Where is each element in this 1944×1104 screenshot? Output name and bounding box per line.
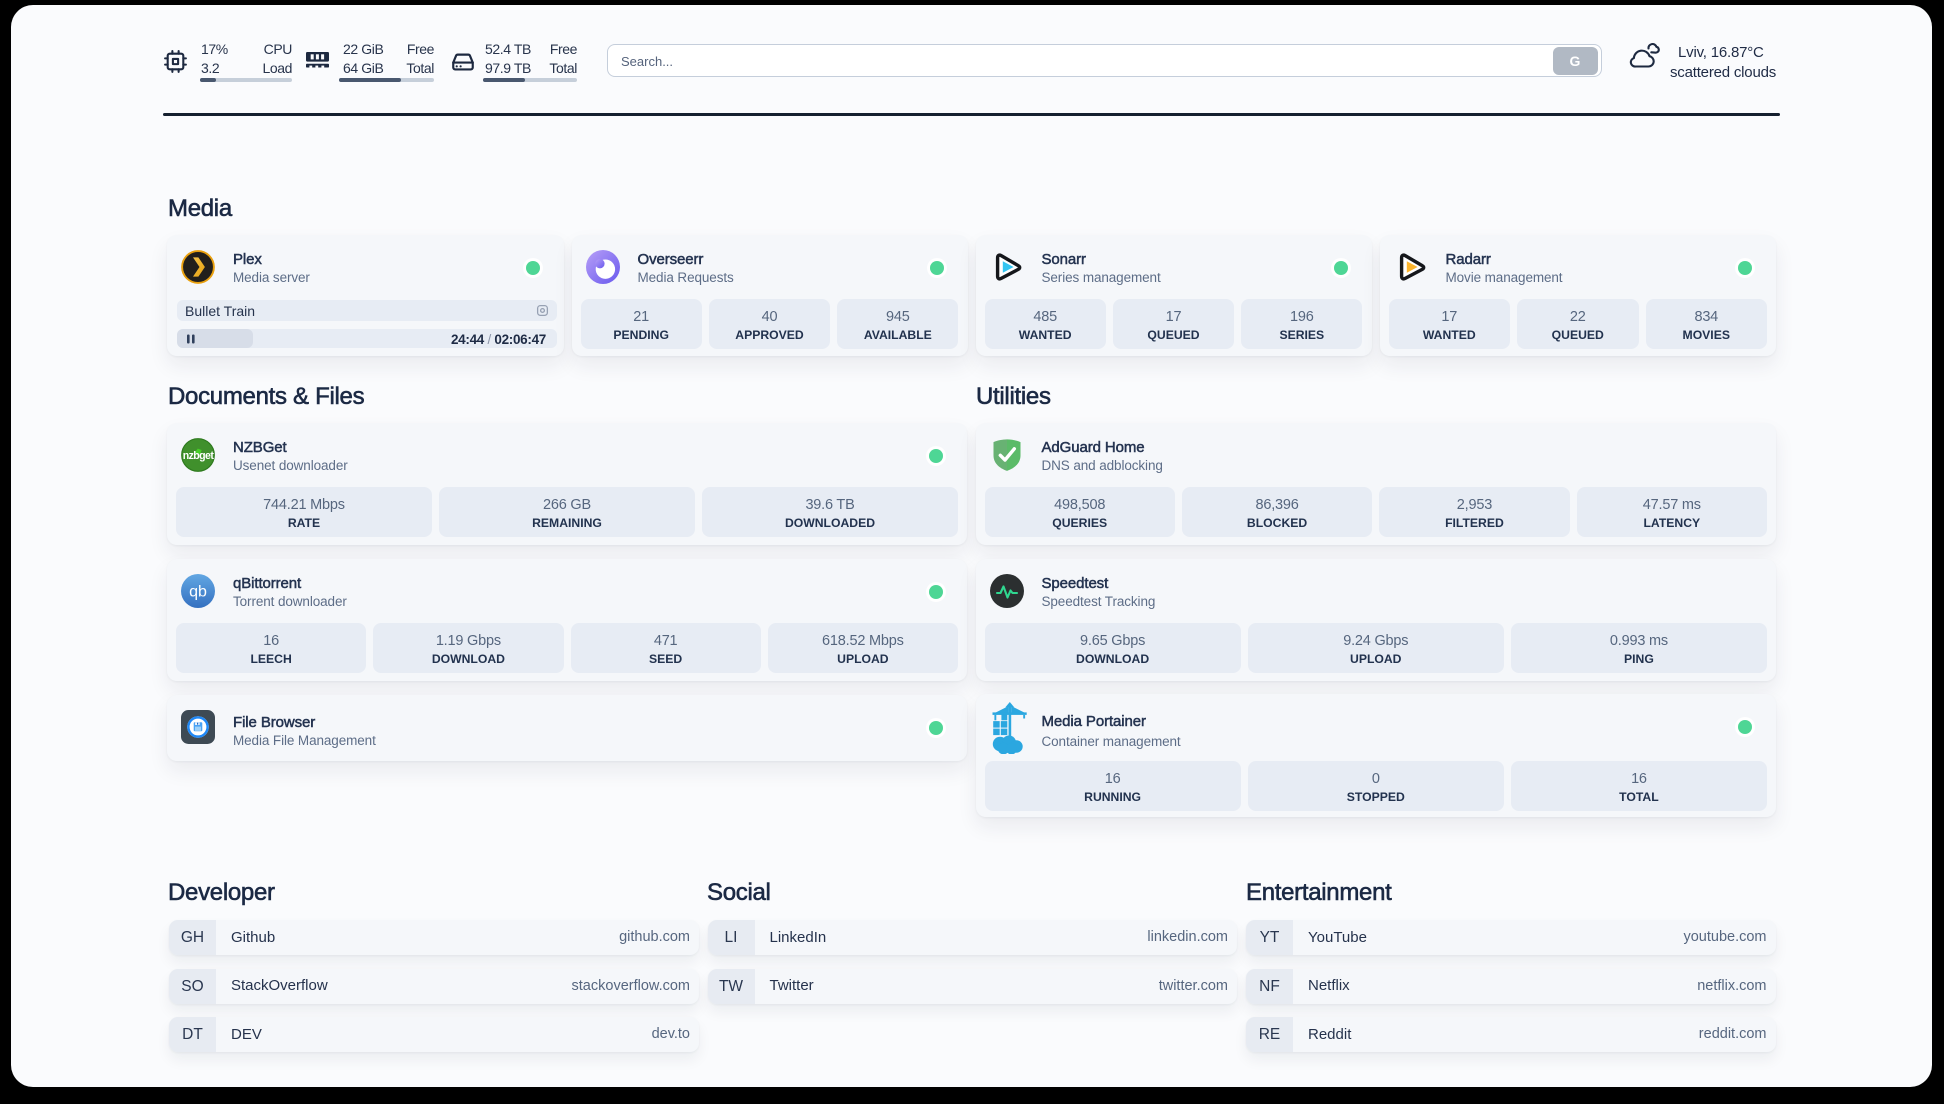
svg-text:qb: qb	[189, 584, 207, 601]
svg-text:nzbget: nzbget	[183, 450, 215, 462]
